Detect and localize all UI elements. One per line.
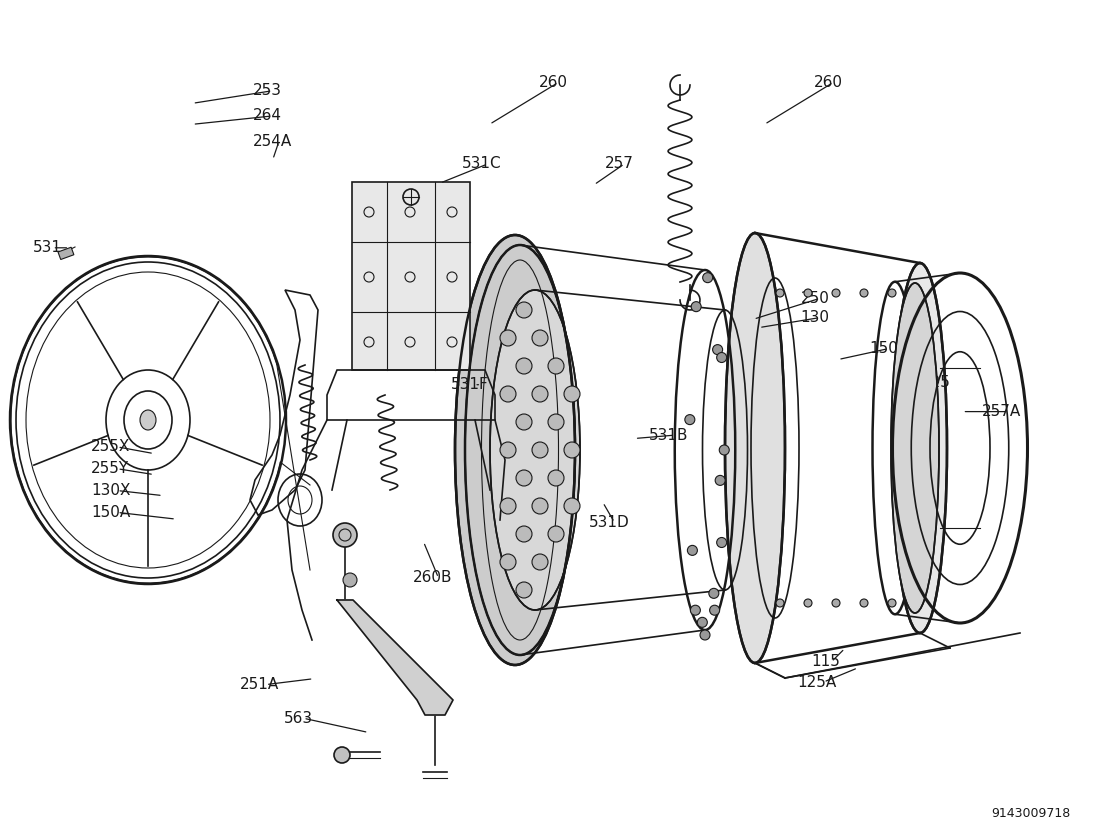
Bar [58, 247, 74, 260]
Circle shape [691, 302, 701, 312]
Circle shape [532, 554, 548, 570]
Circle shape [500, 386, 516, 402]
Circle shape [532, 386, 548, 402]
Circle shape [713, 344, 723, 354]
Text: 255X: 255X [91, 439, 131, 454]
Circle shape [710, 605, 719, 615]
Circle shape [500, 442, 516, 458]
Ellipse shape [891, 283, 939, 613]
Circle shape [832, 289, 840, 297]
Text: 255Y: 255Y [91, 461, 130, 476]
Circle shape [776, 599, 784, 607]
Text: 531B: 531B [649, 428, 689, 443]
Circle shape [516, 526, 532, 542]
Circle shape [500, 554, 516, 570]
Circle shape [715, 475, 725, 486]
Circle shape [685, 415, 695, 424]
Circle shape [548, 470, 564, 486]
Ellipse shape [490, 290, 580, 610]
Circle shape [516, 358, 532, 374]
Circle shape [532, 442, 548, 458]
Circle shape [804, 599, 812, 607]
Circle shape [860, 289, 868, 297]
Circle shape [804, 289, 812, 297]
Circle shape [500, 330, 516, 346]
Text: 257: 257 [605, 156, 634, 171]
Circle shape [516, 470, 532, 486]
Text: 260: 260 [814, 75, 843, 90]
Text: 130: 130 [801, 310, 829, 325]
Circle shape [334, 747, 350, 763]
Circle shape [333, 523, 358, 547]
Bar [352, 182, 470, 370]
Circle shape [697, 617, 707, 627]
Ellipse shape [893, 263, 947, 633]
Circle shape [500, 498, 516, 514]
Circle shape [860, 599, 868, 607]
Circle shape [564, 386, 580, 402]
Circle shape [548, 526, 564, 542]
Circle shape [888, 289, 896, 297]
Ellipse shape [455, 235, 575, 665]
Text: 531: 531 [33, 240, 62, 255]
Text: 9143009718: 9143009718 [991, 807, 1070, 820]
Circle shape [708, 588, 718, 598]
Circle shape [564, 498, 580, 514]
Text: 125A: 125A [798, 675, 837, 690]
Circle shape [516, 414, 532, 430]
Ellipse shape [140, 410, 156, 430]
Circle shape [703, 273, 713, 282]
Text: 257A: 257A [982, 404, 1022, 419]
Text: 115: 115 [812, 654, 840, 669]
Circle shape [717, 538, 727, 548]
Circle shape [776, 289, 784, 297]
Circle shape [548, 414, 564, 430]
Text: 531D: 531D [588, 515, 629, 530]
Circle shape [343, 573, 358, 587]
Text: 260B: 260B [412, 570, 452, 585]
Circle shape [532, 498, 548, 514]
Text: 264: 264 [253, 108, 282, 123]
Text: 531F: 531F [451, 377, 488, 392]
Text: 253: 253 [253, 83, 282, 98]
Text: 130X: 130X [91, 483, 131, 498]
Text: 250: 250 [801, 291, 829, 306]
Text: 531C: 531C [462, 156, 502, 171]
Circle shape [516, 302, 532, 318]
Circle shape [548, 358, 564, 374]
Circle shape [719, 445, 729, 455]
Text: 254A: 254A [253, 134, 293, 149]
Polygon shape [337, 600, 453, 715]
Circle shape [532, 330, 548, 346]
Circle shape [700, 630, 710, 640]
Circle shape [691, 605, 701, 615]
Circle shape [888, 599, 896, 607]
Circle shape [516, 582, 532, 598]
Circle shape [717, 353, 727, 363]
Text: 125: 125 [922, 375, 950, 390]
Ellipse shape [725, 233, 785, 663]
Text: 251A: 251A [240, 677, 279, 692]
Text: 150A: 150A [91, 505, 131, 520]
Circle shape [832, 599, 840, 607]
Text: 563: 563 [284, 711, 312, 726]
Circle shape [564, 442, 580, 458]
Text: 150: 150 [869, 341, 898, 356]
Circle shape [688, 545, 697, 555]
Text: 260: 260 [539, 75, 568, 90]
